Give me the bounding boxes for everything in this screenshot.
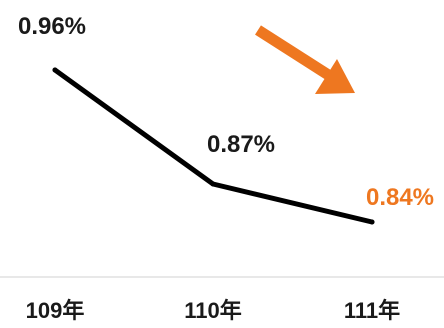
down-right-arrow-icon [255,25,355,94]
x-tick-label-3: 111年 [344,298,400,323]
arrow-head [315,59,355,94]
data-point-2 [210,181,216,187]
data-label-3: 0.84% [366,184,434,211]
arrow-shaft [255,25,333,81]
plot-area: 0.96% 0.87% 0.84% [18,13,434,225]
x-axis-ticks: 109年 110年 111年 [26,298,401,323]
data-label-2: 0.87% [207,131,275,158]
x-tick-label-1: 109年 [26,298,85,323]
data-label-1: 0.96% [18,13,86,40]
data-point-3 [369,219,375,225]
x-tick-label-2: 110年 [184,298,242,323]
data-point-1 [52,67,58,73]
